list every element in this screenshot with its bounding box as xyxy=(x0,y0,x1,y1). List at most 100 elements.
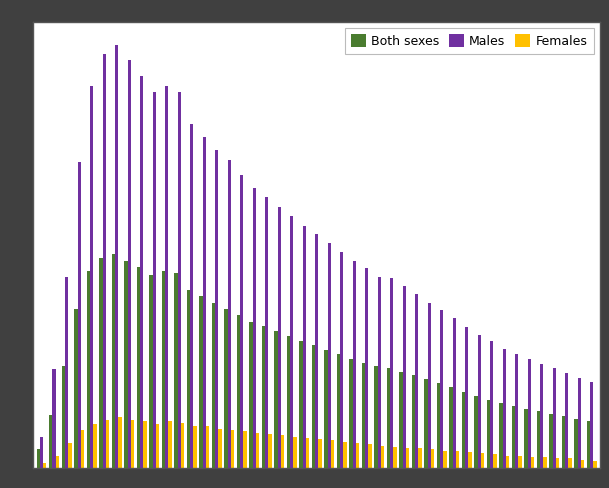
Bar xyxy=(368,444,371,468)
Bar xyxy=(331,440,334,468)
Bar xyxy=(86,271,90,468)
Bar xyxy=(274,331,278,468)
Bar xyxy=(400,371,403,468)
Bar xyxy=(502,348,506,468)
Bar xyxy=(174,273,178,468)
Bar xyxy=(137,267,140,468)
Bar xyxy=(549,414,552,468)
Bar xyxy=(306,438,309,468)
Bar xyxy=(574,419,577,468)
Bar xyxy=(115,45,118,468)
Bar xyxy=(556,458,559,468)
Bar xyxy=(412,375,415,468)
Bar xyxy=(127,60,131,468)
Bar xyxy=(437,383,440,468)
Bar xyxy=(165,86,168,468)
Bar xyxy=(199,296,203,468)
Bar xyxy=(190,124,193,468)
Bar xyxy=(112,254,115,468)
Bar xyxy=(140,76,143,468)
Bar xyxy=(418,448,421,468)
Bar xyxy=(168,421,172,468)
Bar xyxy=(281,435,284,468)
Bar xyxy=(325,350,328,468)
Bar xyxy=(56,456,59,468)
Bar xyxy=(474,396,477,468)
Bar xyxy=(187,290,190,468)
Bar xyxy=(90,86,93,468)
Bar xyxy=(215,149,218,468)
Bar xyxy=(506,456,509,468)
Bar xyxy=(537,411,540,468)
Bar xyxy=(206,427,209,468)
Bar xyxy=(74,309,77,468)
Bar xyxy=(568,458,572,468)
Bar xyxy=(337,354,340,468)
Bar xyxy=(362,363,365,468)
Bar xyxy=(102,54,106,468)
Bar xyxy=(593,461,597,468)
Bar xyxy=(143,421,147,468)
Bar xyxy=(543,457,547,468)
Bar xyxy=(237,315,240,468)
Bar xyxy=(181,423,184,468)
Bar xyxy=(524,408,527,468)
Bar xyxy=(290,216,294,468)
Bar xyxy=(152,92,156,468)
Bar xyxy=(515,354,518,468)
Bar xyxy=(531,457,534,468)
Bar xyxy=(99,258,102,468)
Bar xyxy=(431,449,434,468)
Bar xyxy=(62,366,65,468)
Bar xyxy=(415,294,418,468)
Bar xyxy=(52,369,56,468)
Bar xyxy=(443,450,446,468)
Bar xyxy=(440,310,443,468)
Bar xyxy=(193,427,197,468)
Bar xyxy=(77,163,81,468)
Bar xyxy=(406,448,409,468)
Bar xyxy=(40,437,43,468)
Bar xyxy=(243,431,247,468)
Bar xyxy=(490,341,493,468)
Bar xyxy=(93,424,96,468)
Bar xyxy=(428,303,431,468)
Bar xyxy=(350,359,353,468)
Bar xyxy=(552,367,556,468)
Bar xyxy=(68,443,71,468)
Bar xyxy=(356,443,359,468)
Bar xyxy=(468,452,471,468)
Bar xyxy=(387,367,390,468)
Bar xyxy=(462,392,465,468)
Bar xyxy=(378,277,381,468)
Bar xyxy=(299,341,303,468)
Legend: Both sexes, Males, Females: Both sexes, Males, Females xyxy=(345,28,594,54)
Bar xyxy=(527,359,531,468)
Bar xyxy=(228,160,231,468)
Bar xyxy=(424,379,428,468)
Bar xyxy=(562,416,565,468)
Bar xyxy=(303,226,306,468)
Bar xyxy=(231,430,234,468)
Bar xyxy=(343,442,347,468)
Bar xyxy=(518,456,521,468)
Bar xyxy=(340,252,343,468)
Bar xyxy=(590,382,593,468)
Bar xyxy=(131,420,134,468)
Bar xyxy=(253,188,256,468)
Bar xyxy=(477,335,481,468)
Bar xyxy=(493,454,496,468)
Bar xyxy=(487,400,490,468)
Bar xyxy=(278,207,281,468)
Bar xyxy=(540,364,543,468)
Bar xyxy=(249,322,253,468)
Bar xyxy=(162,271,165,468)
Bar xyxy=(212,303,215,468)
Bar xyxy=(393,447,396,468)
Bar xyxy=(65,277,68,468)
Bar xyxy=(265,197,269,468)
Bar xyxy=(587,421,590,468)
Bar xyxy=(269,434,272,468)
Bar xyxy=(465,327,468,468)
Bar xyxy=(37,449,40,468)
